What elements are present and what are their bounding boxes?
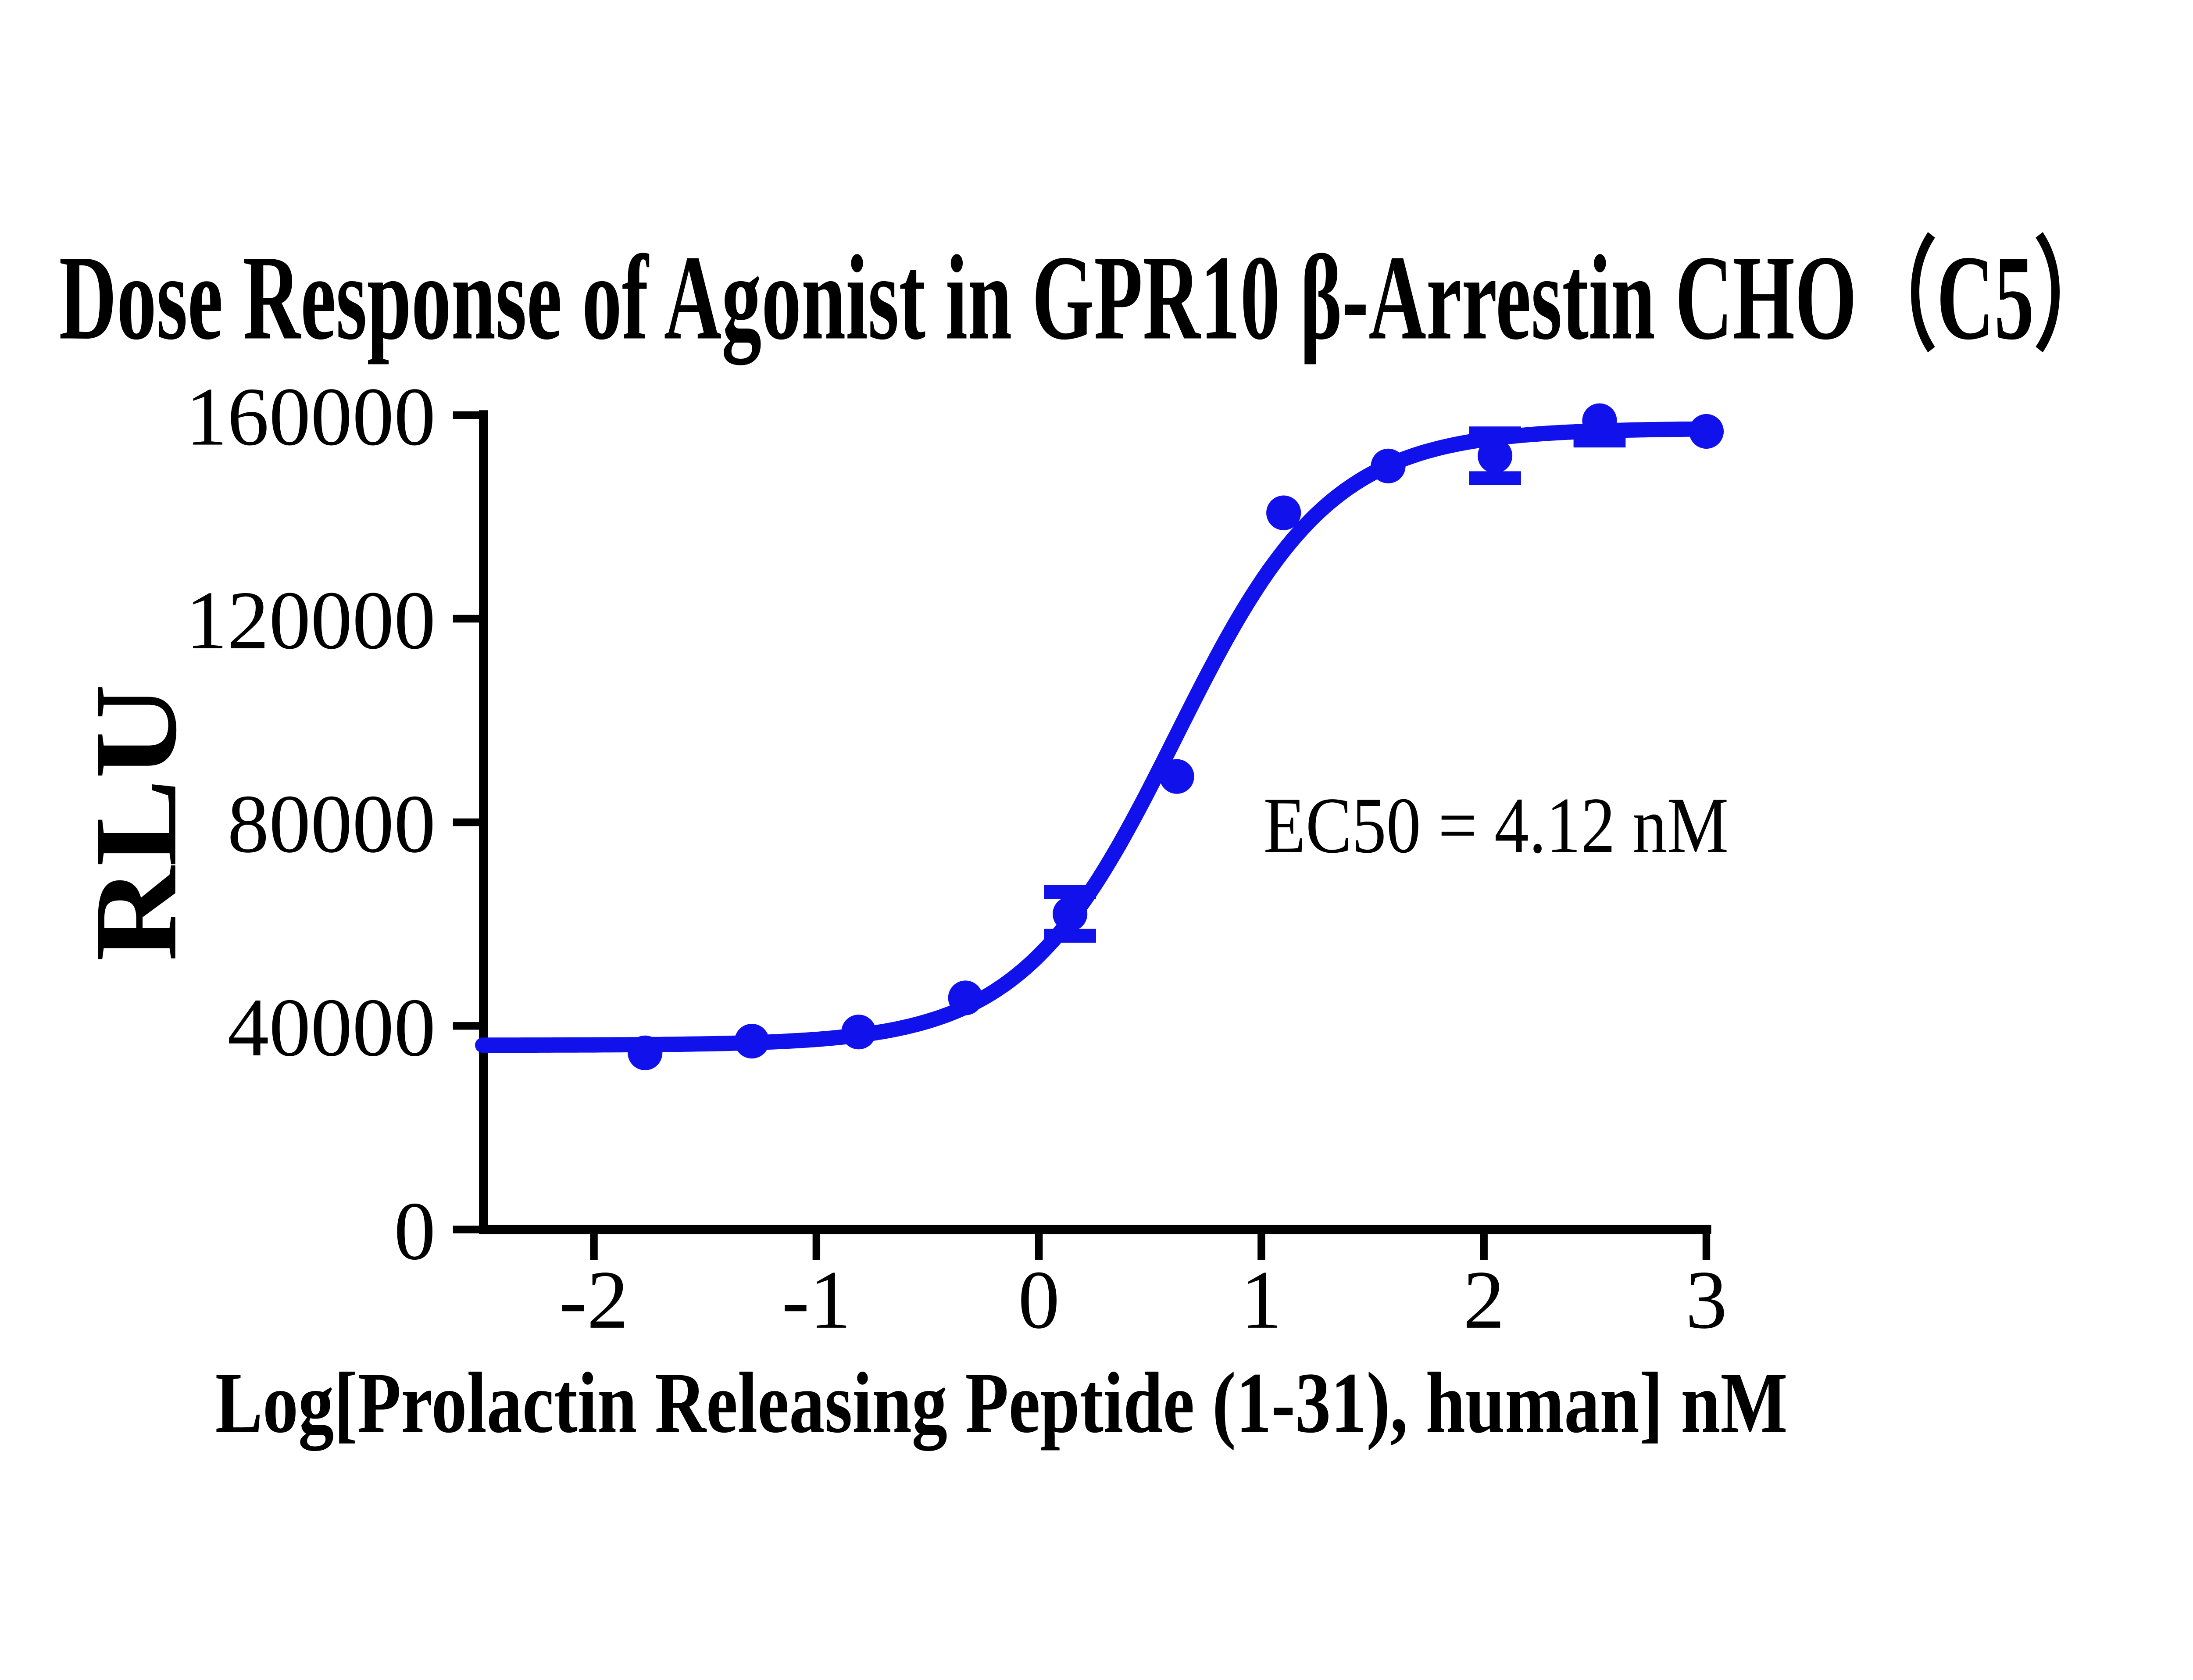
data-point — [1689, 414, 1724, 449]
data-point — [1053, 896, 1088, 932]
x-tick-label: 0 — [1018, 1254, 1060, 1346]
y-axis-title: RLU — [71, 684, 201, 962]
data-point — [1477, 438, 1513, 473]
y-tick-label: 160000 — [186, 371, 436, 463]
fit-curve — [475, 421, 1714, 1053]
data-point — [841, 1015, 876, 1050]
data-point — [1266, 495, 1301, 530]
y-tick-label: 80000 — [227, 778, 436, 870]
data-point — [1582, 403, 1617, 438]
data-point — [948, 980, 983, 1015]
data-point — [628, 1035, 663, 1070]
data-point — [1159, 759, 1194, 794]
ec50-annotation: EC50 = 4.12 nM — [1264, 782, 1729, 870]
y-tick-label: 120000 — [186, 575, 436, 667]
x-tick-label: 2 — [1463, 1254, 1505, 1346]
y-tick-label: 0 — [394, 1185, 436, 1277]
x-tick-label: -1 — [782, 1254, 851, 1346]
y-tick-label: 40000 — [227, 982, 436, 1074]
x-tick-label: 3 — [1686, 1254, 1727, 1346]
plot-area: 0 40000 80000 120000 160000 -2 -1 0 1 2 3 — [186, 371, 1727, 1346]
x-tick-label: 1 — [1240, 1254, 1282, 1346]
x-axis-title: Log[Prolactin Releasing Peptide (1-31), … — [215, 1355, 1788, 1451]
data-point — [734, 1024, 769, 1059]
x-tick-label: -2 — [559, 1254, 629, 1346]
chart-title: Dose Response of Agonist in GPR10 β-Arre… — [59, 230, 2114, 367]
data-point — [1371, 448, 1406, 483]
